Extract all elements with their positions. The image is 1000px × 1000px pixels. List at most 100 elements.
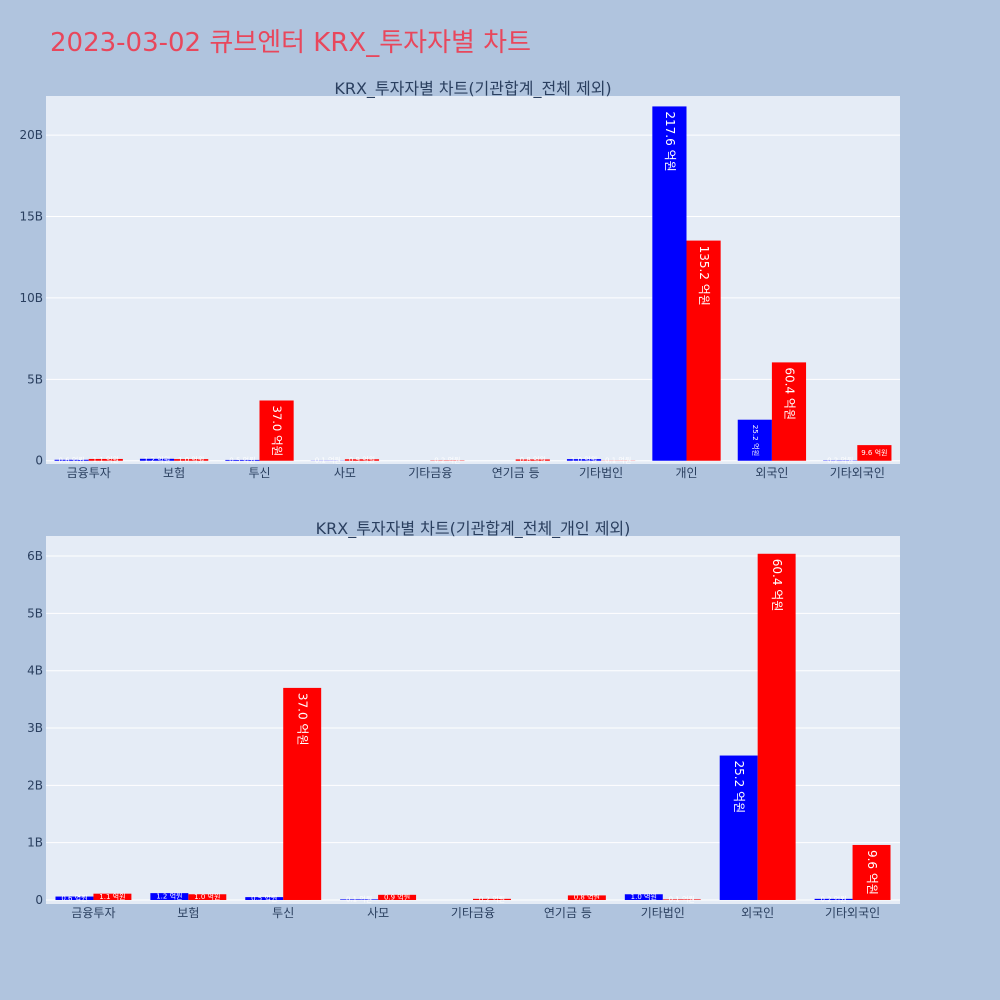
x-tick-label: 기타외국인	[830, 466, 885, 480]
chart-title: KRX_투자자별 차트(기관합계_전체 제외)	[334, 79, 611, 99]
y-tick-label: 5B	[27, 606, 43, 620]
x-tick-label: 보험	[163, 466, 185, 480]
y-tick-label: 3B	[27, 721, 43, 735]
bar	[652, 106, 687, 461]
bar	[737, 419, 772, 461]
bar	[686, 240, 721, 461]
bar-value-label: 0.9 억원	[384, 892, 410, 901]
bar-value-label: 37.0 억원	[270, 405, 284, 456]
y-tick-label: 1B	[27, 836, 43, 850]
bar	[852, 844, 891, 900]
bar-value-label: 0.9 억원	[349, 455, 375, 464]
bar-value-label: 60.4 억원	[782, 367, 796, 420]
x-tick-label: 기타법인	[641, 906, 685, 920]
bar-value-label: 1.0 억원	[178, 455, 204, 464]
bar-value-label: 0.2 억원	[820, 894, 846, 903]
bar-value-label: 37.0 억원	[296, 693, 310, 746]
bar-value-label: 0.1 억원	[346, 895, 372, 904]
x-tick-label: 기타금융	[408, 466, 452, 480]
page-title: 2023-03-02 큐브엔터 KRX_투자자별 차트	[50, 28, 532, 58]
x-tick-label: 연기금 등	[492, 466, 540, 480]
x-tick-label: 개인	[675, 466, 697, 480]
y-tick-label: 4B	[27, 664, 43, 678]
bar	[188, 894, 227, 900]
y-tick-label: 0	[35, 893, 43, 907]
bar	[473, 898, 511, 900]
bar-value-label: 0.6 억원	[58, 455, 84, 464]
bar	[225, 459, 260, 461]
x-tick-label: 기타외국인	[825, 906, 880, 920]
bar	[283, 687, 322, 900]
bar-value-label: 1.2 억원	[144, 455, 170, 464]
bar	[857, 445, 892, 461]
bar	[771, 362, 807, 461]
y-tick-label: 15B	[19, 209, 43, 223]
y-tick-label: 0	[35, 454, 43, 468]
chart-title: KRX_투자자별 차트(기관합계_전체_개인 제외)	[316, 519, 631, 539]
y-tick-label: 20B	[19, 128, 43, 142]
bar	[93, 893, 132, 900]
bar-value-label: 1.2 억원	[156, 892, 182, 901]
bar	[662, 899, 701, 900]
bar-value-label: 0.2 억원	[479, 894, 505, 903]
x-tick-label: 투신	[272, 906, 294, 920]
y-tick-label: 6B	[27, 549, 43, 563]
bar	[54, 459, 89, 461]
bar-value-label: 60.4 억원	[770, 559, 784, 612]
bar	[88, 458, 123, 461]
bar	[814, 898, 853, 900]
bar-value-label: 0.2 억원	[434, 456, 460, 465]
bar-value-label: 25.2 억원	[732, 761, 746, 814]
bar	[757, 553, 796, 900]
bar-value-label: 1.0 억원	[571, 455, 597, 464]
bar-value-label: 0.5 억원	[229, 455, 255, 464]
bar	[340, 899, 379, 900]
bar-value-label: 0.6 억원	[61, 893, 87, 902]
bar-value-label: 217.6 억원	[663, 111, 677, 171]
bar	[344, 459, 380, 461]
x-tick-label: 기타금융	[451, 906, 495, 920]
bar-value-label: 0.8 억원	[520, 455, 546, 464]
x-tick-label: 사모	[334, 466, 356, 480]
bar	[719, 755, 758, 900]
x-tick-label: 연기금 등	[544, 906, 592, 920]
bar-value-label: 0.1 억원	[315, 456, 341, 465]
bar-value-label: 0.5 억원	[251, 894, 277, 903]
bar-value-label: 0.2 억원	[827, 456, 853, 465]
y-tick-label: 10B	[19, 291, 43, 305]
bar	[566, 459, 602, 461]
x-tick-label: 사모	[367, 906, 389, 920]
bar	[139, 458, 175, 461]
bar-value-label: 1.0 억원	[194, 892, 220, 901]
chart-bottom: KRX_투자자별 차트(기관합계_전체_개인 제외) 0 1B 2B 3B 4B 5B 6B 금…	[27, 519, 900, 920]
bar	[567, 895, 606, 900]
bar-value-label: 135.2 억원	[697, 246, 711, 306]
x-tick-label: 투신	[248, 466, 270, 480]
plot-area	[46, 96, 900, 464]
bar-value-label: 1.1 억원	[99, 892, 125, 901]
bar-value-label: 0.8 억원	[574, 893, 600, 902]
bar	[150, 893, 189, 900]
bar	[378, 894, 417, 900]
bar	[245, 897, 284, 900]
x-tick-label: 외국인	[755, 466, 788, 480]
bar	[515, 459, 550, 461]
y-tick-label: 2B	[27, 778, 43, 792]
bar-value-label: 25.2 억원	[751, 425, 760, 457]
x-tick-label: 기타법인	[579, 466, 623, 480]
chart-top: KRX_투자자별 차트(기관합계_전체 제외) 0 5B 10B 15B 20B 금융투자 0…	[19, 79, 900, 480]
bar-value-label: 0.1 억원	[605, 456, 631, 465]
x-tick-label: 금융투자	[67, 466, 111, 480]
x-tick-label: 외국인	[741, 906, 774, 920]
bar	[174, 459, 209, 461]
y-tick-label: 5B	[27, 372, 43, 386]
x-tick-label: 금융투자	[71, 906, 115, 920]
bar	[624, 894, 663, 900]
bar	[55, 896, 94, 900]
x-tick-label: 보험	[177, 906, 199, 920]
bar	[259, 400, 294, 461]
bar-value-label: 9.6 억원	[865, 850, 879, 895]
bar-value-label: 1.0 억원	[631, 892, 657, 901]
bar-value-label: 1.1 억원	[93, 455, 119, 464]
bar-value-label: 9.6 억원	[861, 448, 887, 457]
